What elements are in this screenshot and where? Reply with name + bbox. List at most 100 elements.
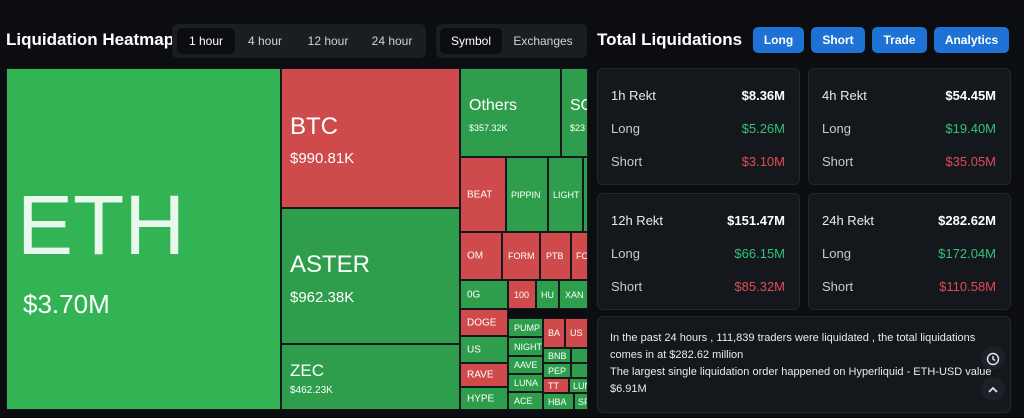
tile-eth[interactable]: ETH $3.70M bbox=[6, 68, 281, 410]
tab-exchanges[interactable]: Exchanges bbox=[513, 34, 573, 48]
tile-luna[interactable]: LUNA bbox=[508, 374, 543, 392]
long-button[interactable]: Long bbox=[753, 27, 804, 53]
view-tabs: Symbol Exchanges bbox=[436, 24, 587, 58]
total-liquidations-title: Total Liquidations bbox=[597, 30, 743, 49]
chevron-up-icon[interactable] bbox=[981, 377, 1005, 401]
tile-doge-name: DOGE bbox=[467, 317, 497, 328]
tile-bnb[interactable]: BNB bbox=[543, 348, 571, 363]
tile-zec-value: $462.23K bbox=[290, 385, 333, 396]
tile-fo-name: FO bbox=[576, 251, 588, 261]
tile-sliver-1[interactable] bbox=[583, 157, 588, 232]
summary-line-4: $6.91M bbox=[610, 383, 647, 395]
tile-night[interactable]: NIGHT bbox=[508, 337, 543, 356]
tile-zec[interactable]: ZEC $462.23K bbox=[281, 344, 460, 410]
clock-history-icon[interactable] bbox=[981, 346, 1005, 370]
tile-sp[interactable]: SP bbox=[574, 393, 588, 410]
time-range-tabs: 1 hour 4 hour 12 hour 24 hour bbox=[172, 24, 426, 58]
tile-pippin[interactable]: PIPPIN bbox=[506, 157, 548, 232]
long-label: Long bbox=[822, 246, 851, 261]
tile-ace[interactable]: ACE bbox=[508, 392, 543, 410]
short-value: $85.32M bbox=[734, 279, 785, 294]
short-label: Short bbox=[611, 154, 643, 169]
tile-so[interactable]: SO $23 bbox=[561, 68, 588, 157]
tile-xrp-name: US bbox=[467, 344, 481, 355]
tab-1-hour[interactable]: 1 hour bbox=[177, 28, 235, 54]
tile-btc-name: BTC bbox=[290, 113, 338, 140]
tile-hba[interactable]: HBA bbox=[543, 393, 574, 410]
tile-ba-name: BA bbox=[548, 328, 561, 338]
tile-doge[interactable]: DOGE bbox=[460, 309, 508, 336]
tile-om[interactable]: OM bbox=[460, 232, 502, 280]
card-total: $54.45M bbox=[945, 88, 996, 103]
long-value: $19.40M bbox=[945, 121, 996, 136]
card-total: $151.47M bbox=[727, 213, 785, 228]
tile-pep-name: TT bbox=[548, 380, 559, 391]
card-header: 1h Rekt bbox=[611, 88, 656, 103]
tile-btc[interactable]: BTC $990.81K bbox=[281, 68, 460, 208]
tab-symbol[interactable]: Symbol bbox=[440, 28, 502, 54]
tab-4-hour[interactable]: 4 hour bbox=[247, 34, 283, 48]
tile-ptb-name: PTB bbox=[546, 251, 564, 261]
tile-beat[interactable]: BEAT bbox=[460, 157, 506, 232]
tile-0g[interactable]: 0G bbox=[460, 280, 508, 309]
tab-24-hour[interactable]: 24 hour bbox=[371, 34, 413, 48]
tile-xrp[interactable]: US bbox=[460, 336, 508, 363]
tile-sliver-2[interactable] bbox=[571, 348, 588, 363]
short-value: $3.10M bbox=[741, 154, 785, 169]
liquidation-summary: In the past 24 hours , 111,839 traders w… bbox=[597, 316, 1011, 413]
tile-others[interactable]: Others $357.32K bbox=[460, 68, 561, 157]
tile-luna2[interactable]: AAVE bbox=[508, 356, 543, 374]
tile-hype[interactable]: HYPE bbox=[460, 387, 508, 410]
short-label: Short bbox=[822, 154, 854, 169]
tile-so-name: SO bbox=[570, 97, 587, 114]
tile-ba[interactable]: BA bbox=[543, 318, 565, 348]
tile-light-name: LIGHT bbox=[553, 189, 580, 200]
tile-fo[interactable]: FO bbox=[571, 232, 588, 280]
tile-aster[interactable]: ASTER $962.38K bbox=[281, 208, 460, 344]
tile-hu[interactable]: HU bbox=[536, 280, 559, 309]
tile-form[interactable]: FORM bbox=[502, 232, 540, 280]
card-total: $8.36M bbox=[741, 88, 785, 103]
tile-xan[interactable]: XAN bbox=[559, 280, 588, 309]
tile-form-name: FORM bbox=[508, 251, 535, 261]
card-1h-rekt: 1h Rekt $8.36M Long $5.26M Short $3.10M bbox=[597, 68, 800, 185]
tile-night-name: NIGHT bbox=[514, 341, 542, 352]
card-4h-rekt: 4h Rekt $54.45M Long $19.40M Short $35.05M bbox=[808, 68, 1011, 185]
tile-pep[interactable]: TT bbox=[543, 378, 569, 393]
tile-100[interactable]: 100 bbox=[508, 280, 536, 309]
tile-us-name: US bbox=[570, 328, 583, 338]
short-button[interactable]: Short bbox=[811, 27, 865, 53]
long-label: Long bbox=[611, 246, 640, 261]
tile-light[interactable]: LIGHT bbox=[548, 157, 583, 232]
tab-12-hour[interactable]: 12 hour bbox=[307, 34, 349, 48]
card-total: $282.62M bbox=[938, 213, 996, 228]
card-header: 24h Rekt bbox=[822, 213, 875, 228]
tile-us[interactable]: US bbox=[565, 318, 588, 348]
tile-aave-name: PEP bbox=[548, 365, 567, 376]
tile-tt[interactable]: LUNA2 bbox=[569, 378, 588, 393]
tile-sliver-3[interactable] bbox=[571, 363, 588, 378]
tile-pump[interactable]: PUMP bbox=[508, 318, 543, 337]
tile-pump-name: PUMP bbox=[514, 322, 541, 333]
tile-xan-name: XAN bbox=[565, 289, 584, 300]
tile-others-value: $357.32K bbox=[469, 123, 508, 133]
long-value: $5.26M bbox=[741, 121, 785, 136]
card-24h-rekt: 24h Rekt $282.62M Long $172.04M Short $110.… bbox=[808, 193, 1011, 310]
short-value: $110.58M bbox=[939, 279, 996, 294]
tile-aster-value: $962.38K bbox=[290, 289, 355, 306]
tile-beat-name: BEAT bbox=[467, 189, 493, 200]
tile-ptb[interactable]: PTB bbox=[540, 232, 571, 280]
tile-0g-name: 0G bbox=[467, 289, 481, 300]
card-12h-rekt: 12h Rekt $151.47M Long $66.15M Short $85.32… bbox=[597, 193, 800, 310]
tile-bnb-name: BNB bbox=[548, 350, 567, 361]
tile-eth-name: ETH bbox=[17, 178, 185, 272]
tile-tt-name: LUNA2 bbox=[573, 380, 587, 391]
tile-so-value: $23 bbox=[570, 123, 586, 133]
trade-button[interactable]: Trade bbox=[872, 27, 927, 53]
summary-line-3: The largest single liquidation order hap… bbox=[610, 366, 992, 378]
tile-aave[interactable]: PEP bbox=[543, 363, 571, 378]
tile-zec-name: ZEC bbox=[290, 361, 324, 380]
analytics-button[interactable]: Analytics bbox=[934, 27, 1009, 53]
liquidation-treemap: ETH $3.70M BTC $990.81K ASTER $962.38K Z… bbox=[6, 68, 588, 410]
tile-rave[interactable]: RAVE bbox=[460, 363, 508, 387]
